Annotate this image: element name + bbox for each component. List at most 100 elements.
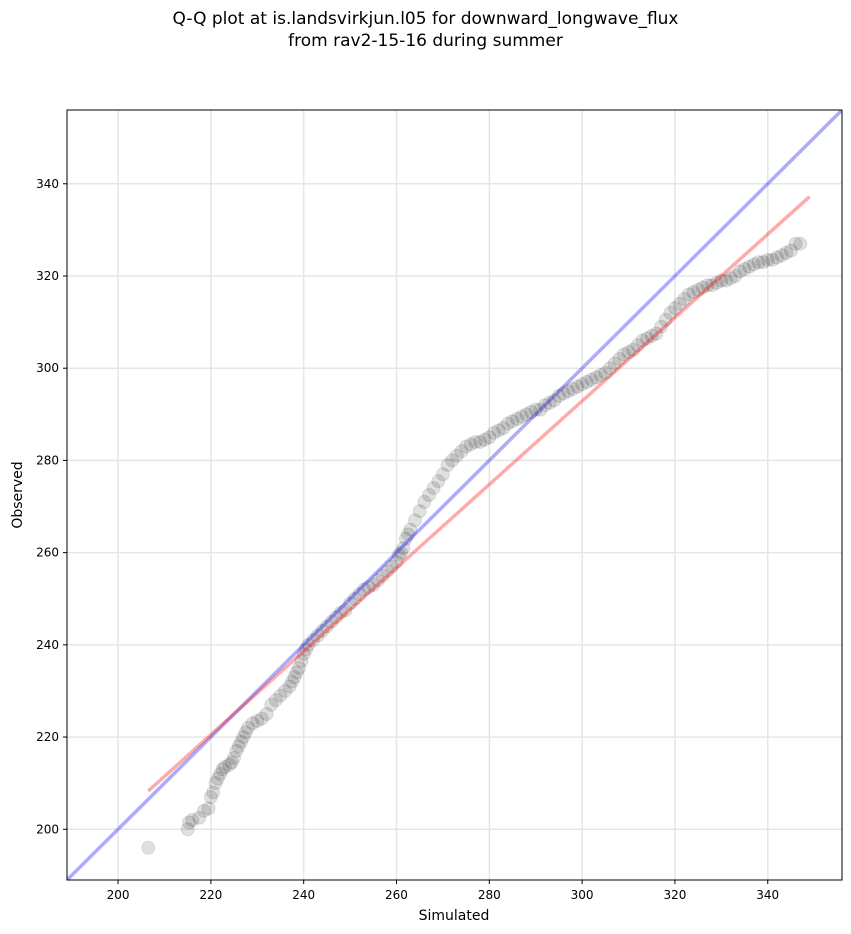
qq-point <box>234 734 249 749</box>
qq-point <box>222 757 237 772</box>
qq-point <box>245 716 260 731</box>
qq-point <box>250 713 265 728</box>
qq-point <box>296 647 311 662</box>
qq-point <box>654 319 669 334</box>
qq-point <box>210 771 225 786</box>
qq-point <box>542 395 557 410</box>
qq-point <box>292 660 307 675</box>
qq-point <box>417 494 432 509</box>
qq-point <box>630 338 645 353</box>
identity-line <box>67 110 842 880</box>
qq-point <box>315 624 330 639</box>
qq-point <box>561 384 576 399</box>
qq-point <box>426 481 441 496</box>
qq-point <box>658 312 673 327</box>
qq-point <box>598 365 613 380</box>
qq-point <box>700 278 715 293</box>
qq-point <box>445 453 460 468</box>
qq-point <box>746 257 761 272</box>
qq-point <box>491 423 506 438</box>
qq-point <box>278 683 293 698</box>
qq-point <box>227 750 242 765</box>
qq-point <box>236 730 251 745</box>
qq-point <box>635 333 650 348</box>
qq-point <box>547 393 562 408</box>
qq-point <box>268 693 283 708</box>
qq-point <box>141 840 156 855</box>
qq-point <box>435 467 450 482</box>
qq-point <box>338 603 353 618</box>
qq-point <box>500 416 515 431</box>
qq-point <box>305 633 320 648</box>
y-tick-label: 240 <box>36 638 59 652</box>
qq-point <box>192 810 207 825</box>
qq-point <box>294 653 309 668</box>
qq-point <box>788 236 803 251</box>
qq-point <box>333 605 348 620</box>
qq-point <box>519 407 534 422</box>
qq-point <box>607 356 622 371</box>
qq-point <box>774 248 789 263</box>
qq-point <box>551 388 566 403</box>
qq-point <box>524 405 539 420</box>
qq-point <box>718 273 733 288</box>
qq-point <box>677 292 692 307</box>
qq-point <box>770 250 785 265</box>
qq-point <box>454 444 469 459</box>
points <box>141 236 808 855</box>
qq-point <box>616 347 631 362</box>
reference-lines <box>67 110 842 880</box>
qq-point <box>421 488 436 502</box>
qq-point <box>347 591 362 606</box>
y-tick-label: 200 <box>36 822 59 836</box>
qq-point <box>468 434 483 449</box>
qq-point <box>505 414 520 429</box>
qq-point <box>691 282 706 297</box>
qq-point <box>343 596 358 611</box>
qq-point <box>394 545 409 560</box>
qq-point <box>756 255 771 270</box>
qq-point <box>723 271 738 286</box>
x-axis-label: Simulated <box>419 908 490 924</box>
chart-title: Q-Q plot at is.landsvirkjun.l05 for down… <box>0 8 851 52</box>
qq-point <box>361 580 376 595</box>
qq-point <box>760 252 775 267</box>
qq-point <box>626 342 641 357</box>
qq-point <box>640 331 655 346</box>
qq-point <box>213 766 228 781</box>
qq-point <box>208 776 223 791</box>
qq-point <box>273 688 288 703</box>
qq-point <box>298 642 313 657</box>
qq-point <box>396 541 411 556</box>
qq-point <box>203 790 218 805</box>
qq-point <box>737 262 752 277</box>
qq-point <box>681 287 696 302</box>
qq-point <box>389 554 404 569</box>
qq-point <box>196 803 211 818</box>
qq-point <box>370 573 385 588</box>
qq-point <box>672 296 687 311</box>
y-tick-label: 340 <box>36 177 59 191</box>
qq-point <box>793 236 808 251</box>
qq-point <box>182 815 197 830</box>
qq-point <box>709 275 724 290</box>
qq-point <box>602 361 617 376</box>
fit-line <box>147 195 811 793</box>
qq-point <box>310 628 325 643</box>
qq-point <box>259 707 274 722</box>
qq-point <box>217 760 232 775</box>
qq-point <box>570 379 585 394</box>
qq-point <box>285 674 300 689</box>
qq-point <box>440 458 455 473</box>
qq-point <box>185 813 200 828</box>
qq-point <box>380 564 395 579</box>
qq-point <box>366 577 381 592</box>
qq-point <box>686 285 701 300</box>
qq-point <box>728 268 743 283</box>
qq-point <box>621 345 636 360</box>
x-tick-label: 280 <box>478 888 501 902</box>
qq-point <box>459 439 474 454</box>
qq-point <box>649 326 664 341</box>
qq-point <box>324 614 339 629</box>
qq-point <box>732 264 747 279</box>
